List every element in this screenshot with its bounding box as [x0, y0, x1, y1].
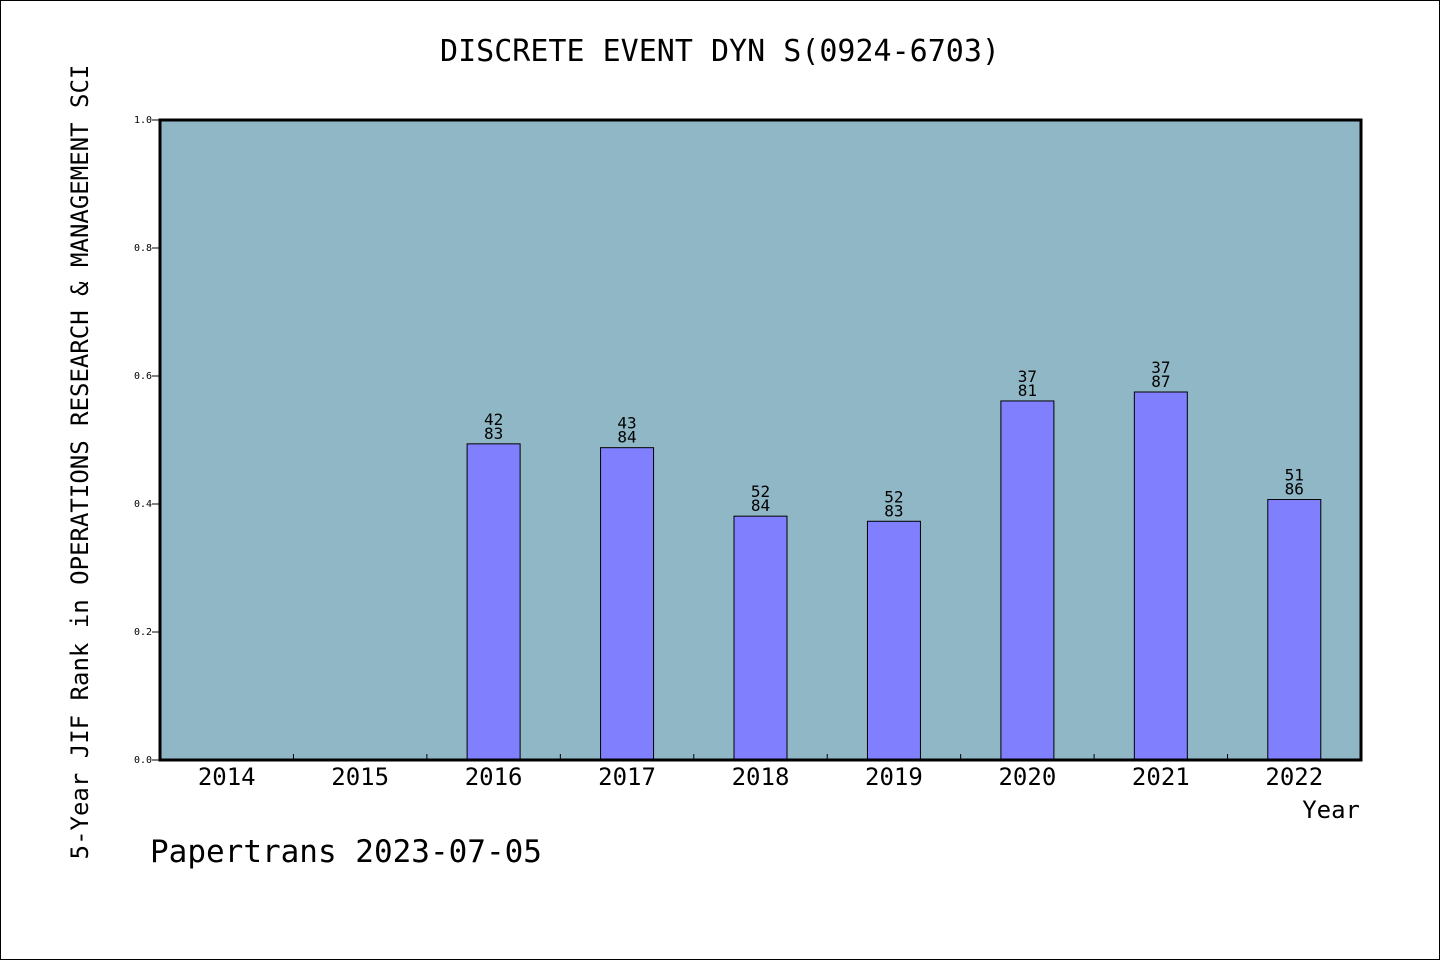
x-tick-label: 2014: [198, 763, 256, 791]
bar: [866, 520, 921, 761]
bar-label-top: 43: [617, 414, 636, 433]
x-tick-label: 2019: [865, 763, 923, 791]
bar: [733, 515, 788, 761]
bar: [1267, 499, 1322, 761]
bar-label-bottom: 83: [884, 501, 903, 520]
x-tick-label: 2021: [1132, 763, 1190, 791]
bar: [1000, 400, 1055, 761]
x-tick-label: 2018: [732, 763, 790, 791]
y-tick-label: 0.6: [134, 371, 152, 382]
bar-label-top: 52: [751, 482, 770, 501]
x-tick-label: 2016: [465, 763, 523, 791]
bar-label-bottom: 81: [1018, 381, 1037, 400]
bar-label-bottom: 84: [617, 428, 636, 447]
x-axis-label: Year: [1302, 796, 1360, 824]
bar-label-top: 37: [1018, 367, 1037, 386]
chart-title: DISCRETE EVENT DYN S(0924-6703): [440, 34, 1000, 69]
bar: [1133, 391, 1188, 761]
x-tick-label: 2015: [331, 763, 389, 791]
bar-label-top: 51: [1285, 466, 1304, 485]
bar: [600, 447, 655, 761]
y-tick-label: 0.8: [134, 243, 152, 254]
bar-label-bottom: 84: [751, 496, 770, 515]
y-tick-label: 1.0: [134, 115, 152, 126]
bar-label-top: 37: [1151, 358, 1170, 377]
x-tick-label: 2020: [998, 763, 1056, 791]
bar-label-bottom: 83: [484, 424, 503, 443]
x-tick-label: 2017: [598, 763, 656, 791]
y-tick-label: 0.4: [134, 499, 152, 510]
y-tick-label: 0.2: [134, 627, 152, 638]
bar-label-top: 52: [884, 487, 903, 506]
footer-credit: Papertrans 2023-07-05: [150, 834, 542, 870]
bar-label-top: 42: [484, 410, 503, 429]
bar-label-bottom: 87: [1151, 372, 1170, 391]
y-tick-label: 0.0: [134, 755, 152, 766]
bar-label-bottom: 86: [1285, 480, 1304, 499]
x-tick-label: 2022: [1265, 763, 1323, 791]
bar: [466, 443, 521, 761]
plot-border: [158, 118, 1363, 762]
